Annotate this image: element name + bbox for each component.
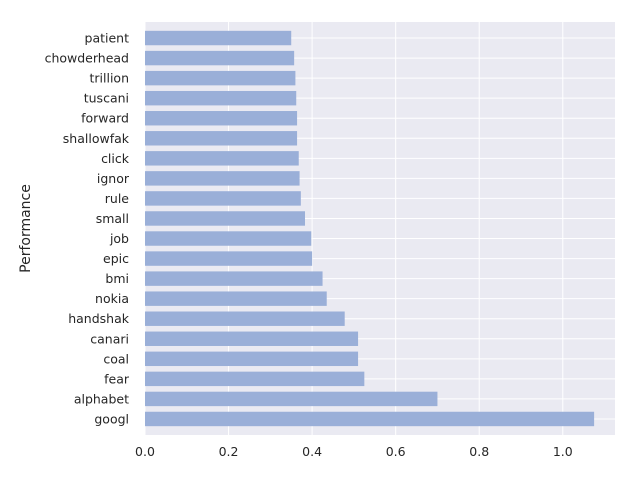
- x-tick-label: 0.6: [386, 444, 406, 459]
- y-tick-label: job: [109, 231, 129, 246]
- y-tick-label: googl: [94, 411, 129, 426]
- bar-job: [145, 231, 312, 246]
- bar-fear: [145, 371, 365, 387]
- bar-nokia: [145, 291, 327, 306]
- bar-coal: [145, 351, 359, 367]
- y-tick-label: tuscani: [84, 91, 129, 106]
- bar-trillion: [145, 70, 296, 86]
- bar-googl: [145, 411, 595, 427]
- y-tick-label: bmi: [105, 271, 129, 286]
- bar-alphabet: [145, 391, 438, 407]
- y-tick-label: click: [101, 151, 130, 166]
- y-axis-label: Performance: [18, 184, 34, 273]
- y-tick-label: small: [96, 211, 129, 226]
- x-tick-labels: 0.0 0.2 0.4 0.6 0.8 1.0: [135, 444, 573, 459]
- y-tick-label: nokia: [95, 291, 129, 306]
- y-tick-label: epic: [103, 251, 129, 266]
- y-tick-labels: googl alphabet fear coal canari handshak nokia…: [45, 31, 130, 427]
- y-tick-label: coal: [103, 351, 129, 366]
- y-tick-label: handshak: [68, 311, 130, 326]
- bar-small: [145, 211, 306, 226]
- bar-rule: [145, 191, 301, 206]
- y-tick-label: trillion: [89, 71, 129, 86]
- x-tick-label: 1.0: [553, 444, 573, 459]
- x-tick-label: 0.4: [302, 444, 322, 459]
- x-tick-label: 0.8: [469, 444, 489, 459]
- bar-forward: [145, 111, 298, 126]
- bars: [145, 30, 595, 427]
- y-tick-label: ignor: [97, 171, 130, 186]
- bar-shallowfak: [145, 131, 298, 146]
- y-tick-label: shallowfak: [63, 131, 130, 146]
- x-tick-label: 0.0: [135, 444, 155, 459]
- y-tick-label: chowderhead: [45, 51, 129, 66]
- y-tick-label: patient: [85, 31, 130, 46]
- bar-patient: [145, 30, 292, 46]
- bar-bmi: [145, 271, 323, 286]
- bar-click: [145, 151, 299, 166]
- bar-handshak: [145, 311, 345, 326]
- y-tick-label: rule: [105, 191, 130, 206]
- y-tick-label: forward: [81, 111, 129, 126]
- y-tick-label: alphabet: [74, 391, 129, 406]
- plot-background: [145, 22, 615, 435]
- y-tick-label: fear: [104, 371, 130, 386]
- bar-chowderhead: [145, 50, 295, 66]
- bar-epic: [145, 251, 313, 266]
- bar-canari: [145, 331, 359, 346]
- x-tick-label: 0.2: [219, 444, 239, 459]
- bar-tuscani: [145, 90, 297, 106]
- y-tick-label: canari: [90, 331, 129, 346]
- bar-ignor: [145, 171, 300, 186]
